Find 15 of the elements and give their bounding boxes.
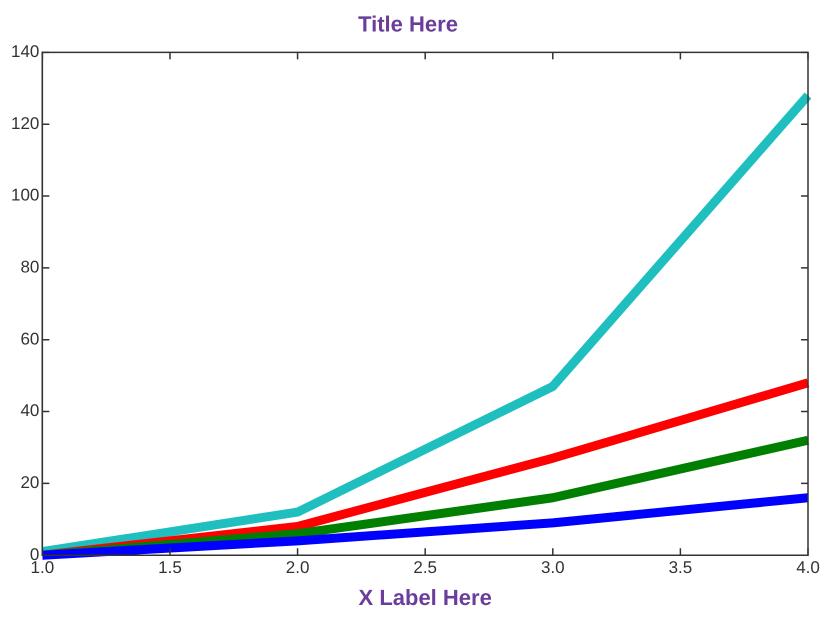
y-tick-label: 80 bbox=[20, 258, 40, 277]
y-tick-label: 60 bbox=[20, 329, 40, 348]
y-tick-label: 20 bbox=[20, 473, 40, 492]
x-tick-label: 2.5 bbox=[413, 558, 437, 578]
x-axis-title: X Label Here bbox=[358, 584, 492, 610]
y-tick-label: 140 bbox=[10, 42, 40, 62]
y-tick-label: 40 bbox=[20, 401, 40, 420]
x-tick-label: 4.0 bbox=[796, 558, 820, 578]
x-tick-label: 3.0 bbox=[540, 558, 565, 578]
x-tick-label: 1.5 bbox=[158, 558, 182, 578]
y-tick-label: 100 bbox=[10, 186, 40, 205]
chart-title: Title Here bbox=[358, 11, 458, 36]
x-tick-label: 3.5 bbox=[668, 558, 692, 578]
x-tick-label: 2.0 bbox=[286, 558, 310, 578]
y-tick-label: 120 bbox=[10, 114, 40, 133]
